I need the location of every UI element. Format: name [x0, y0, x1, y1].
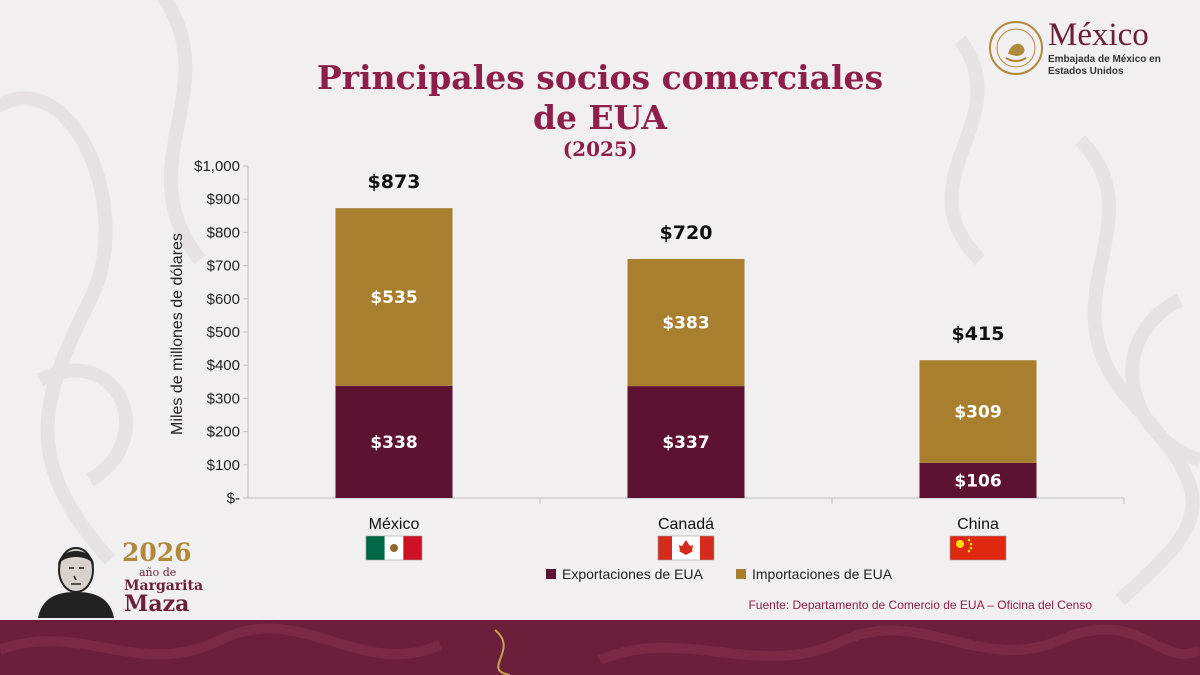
- y-tick-label: $700: [207, 258, 240, 275]
- embassy-logo: México Embajada de México en Estados Uni…: [988, 16, 1178, 80]
- bar-exports-2: [919, 462, 1037, 498]
- total-label: $720: [660, 222, 713, 244]
- badge-line-2: Margarita: [124, 578, 204, 594]
- legend-label-imports: Importaciones de EUA: [752, 566, 893, 582]
- bar-imports-0: [335, 208, 453, 386]
- category-label: China: [957, 516, 999, 533]
- y-tick-label: $-: [227, 490, 240, 507]
- data-label: $535: [370, 288, 417, 308]
- legend-swatch-imports: [736, 569, 746, 579]
- bar-exports-1: [627, 386, 745, 498]
- y-tick-label: $400: [207, 357, 240, 374]
- legend-item-imports: Importaciones de EUA: [736, 566, 892, 582]
- data-label: $106: [954, 471, 1001, 491]
- y-tick-label: $800: [207, 224, 240, 241]
- china-flag-icon: [949, 535, 1007, 561]
- legend-label-exports: Exportaciones de EUA: [562, 566, 703, 582]
- mexico-flag-icon: [365, 535, 423, 561]
- total-label: $415: [952, 323, 1005, 345]
- total-label: $873: [368, 171, 421, 193]
- badge-line-3: Maza: [124, 591, 190, 617]
- canada-flag-icon: [657, 535, 715, 561]
- legend-item-exports: Exportaciones de EUA: [546, 566, 703, 582]
- logo-subtitle: Embajada de México en Estados Unidos: [1048, 54, 1161, 77]
- portrait-illustration-icon: [38, 547, 114, 618]
- y-tick-label: $300: [207, 390, 240, 407]
- y-tick-label: $200: [207, 424, 240, 441]
- chart-subtitle: (2025): [562, 137, 638, 161]
- badge-line-1: año de: [139, 566, 177, 579]
- logo-name: México: [1048, 17, 1149, 53]
- data-label: $337: [662, 433, 709, 453]
- footer-band: [0, 620, 1200, 675]
- y-tick-label: $900: [207, 191, 240, 208]
- margarita-maza-badge: 2026 año de Margarita Maza: [36, 536, 206, 618]
- badge-year: 2026: [122, 538, 192, 567]
- stacked-bar-chart: $- $100 $200 $300 $400 $500 $600 $700 $800 $900 $1…: [169, 158, 1125, 561]
- title-line-2: de EUA: [532, 98, 668, 137]
- y-tick-label: $1,000: [194, 158, 240, 175]
- y-tick-label: $100: [207, 457, 240, 474]
- data-label: $383: [662, 314, 709, 334]
- data-label: $338: [370, 433, 417, 453]
- bar-imports-1: [627, 258, 745, 387]
- bar-imports-2: [919, 360, 1037, 463]
- bar-exports-0: [335, 385, 453, 498]
- source-note: Fuente: Departamento de Comercio de EUA …: [748, 598, 1092, 612]
- y-tick-label: $600: [207, 291, 240, 308]
- title-line-1: Principales socios comerciales: [316, 58, 884, 97]
- category-label: Canadá: [658, 516, 714, 533]
- coat-of-arms-seal-icon: [989, 21, 1043, 75]
- chart-title: Principales socios comerciales de EUA: [260, 58, 940, 138]
- background-pattern: [0, 0, 1200, 606]
- data-label: $309: [954, 403, 1001, 423]
- y-tick-label: $500: [207, 324, 240, 341]
- legend-swatch-exports: [546, 569, 556, 579]
- y-axis-title: Miles de millones de dólares: [169, 233, 186, 435]
- category-label: México: [369, 516, 420, 533]
